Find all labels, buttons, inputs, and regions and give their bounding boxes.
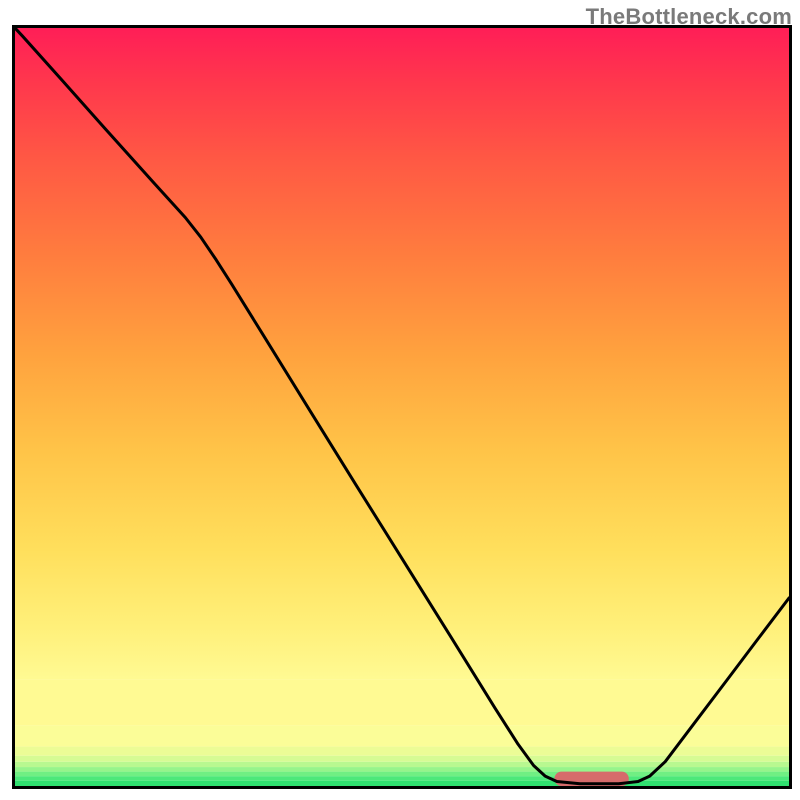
stripe-8 bbox=[15, 680, 789, 725]
stripe-5 bbox=[15, 756, 789, 762]
stripe-7 bbox=[15, 725, 789, 746]
stripe-3 bbox=[15, 767, 789, 772]
stripe-0 bbox=[15, 781, 789, 786]
watermark-text: TheBottleneck.com bbox=[586, 4, 792, 30]
bottleneck-chart bbox=[0, 0, 800, 800]
stripe-2 bbox=[15, 772, 789, 777]
chart-container: TheBottleneck.com bbox=[0, 0, 800, 800]
stripe-4 bbox=[15, 762, 789, 767]
stripe-1 bbox=[15, 776, 789, 781]
gradient-background bbox=[15, 28, 789, 680]
